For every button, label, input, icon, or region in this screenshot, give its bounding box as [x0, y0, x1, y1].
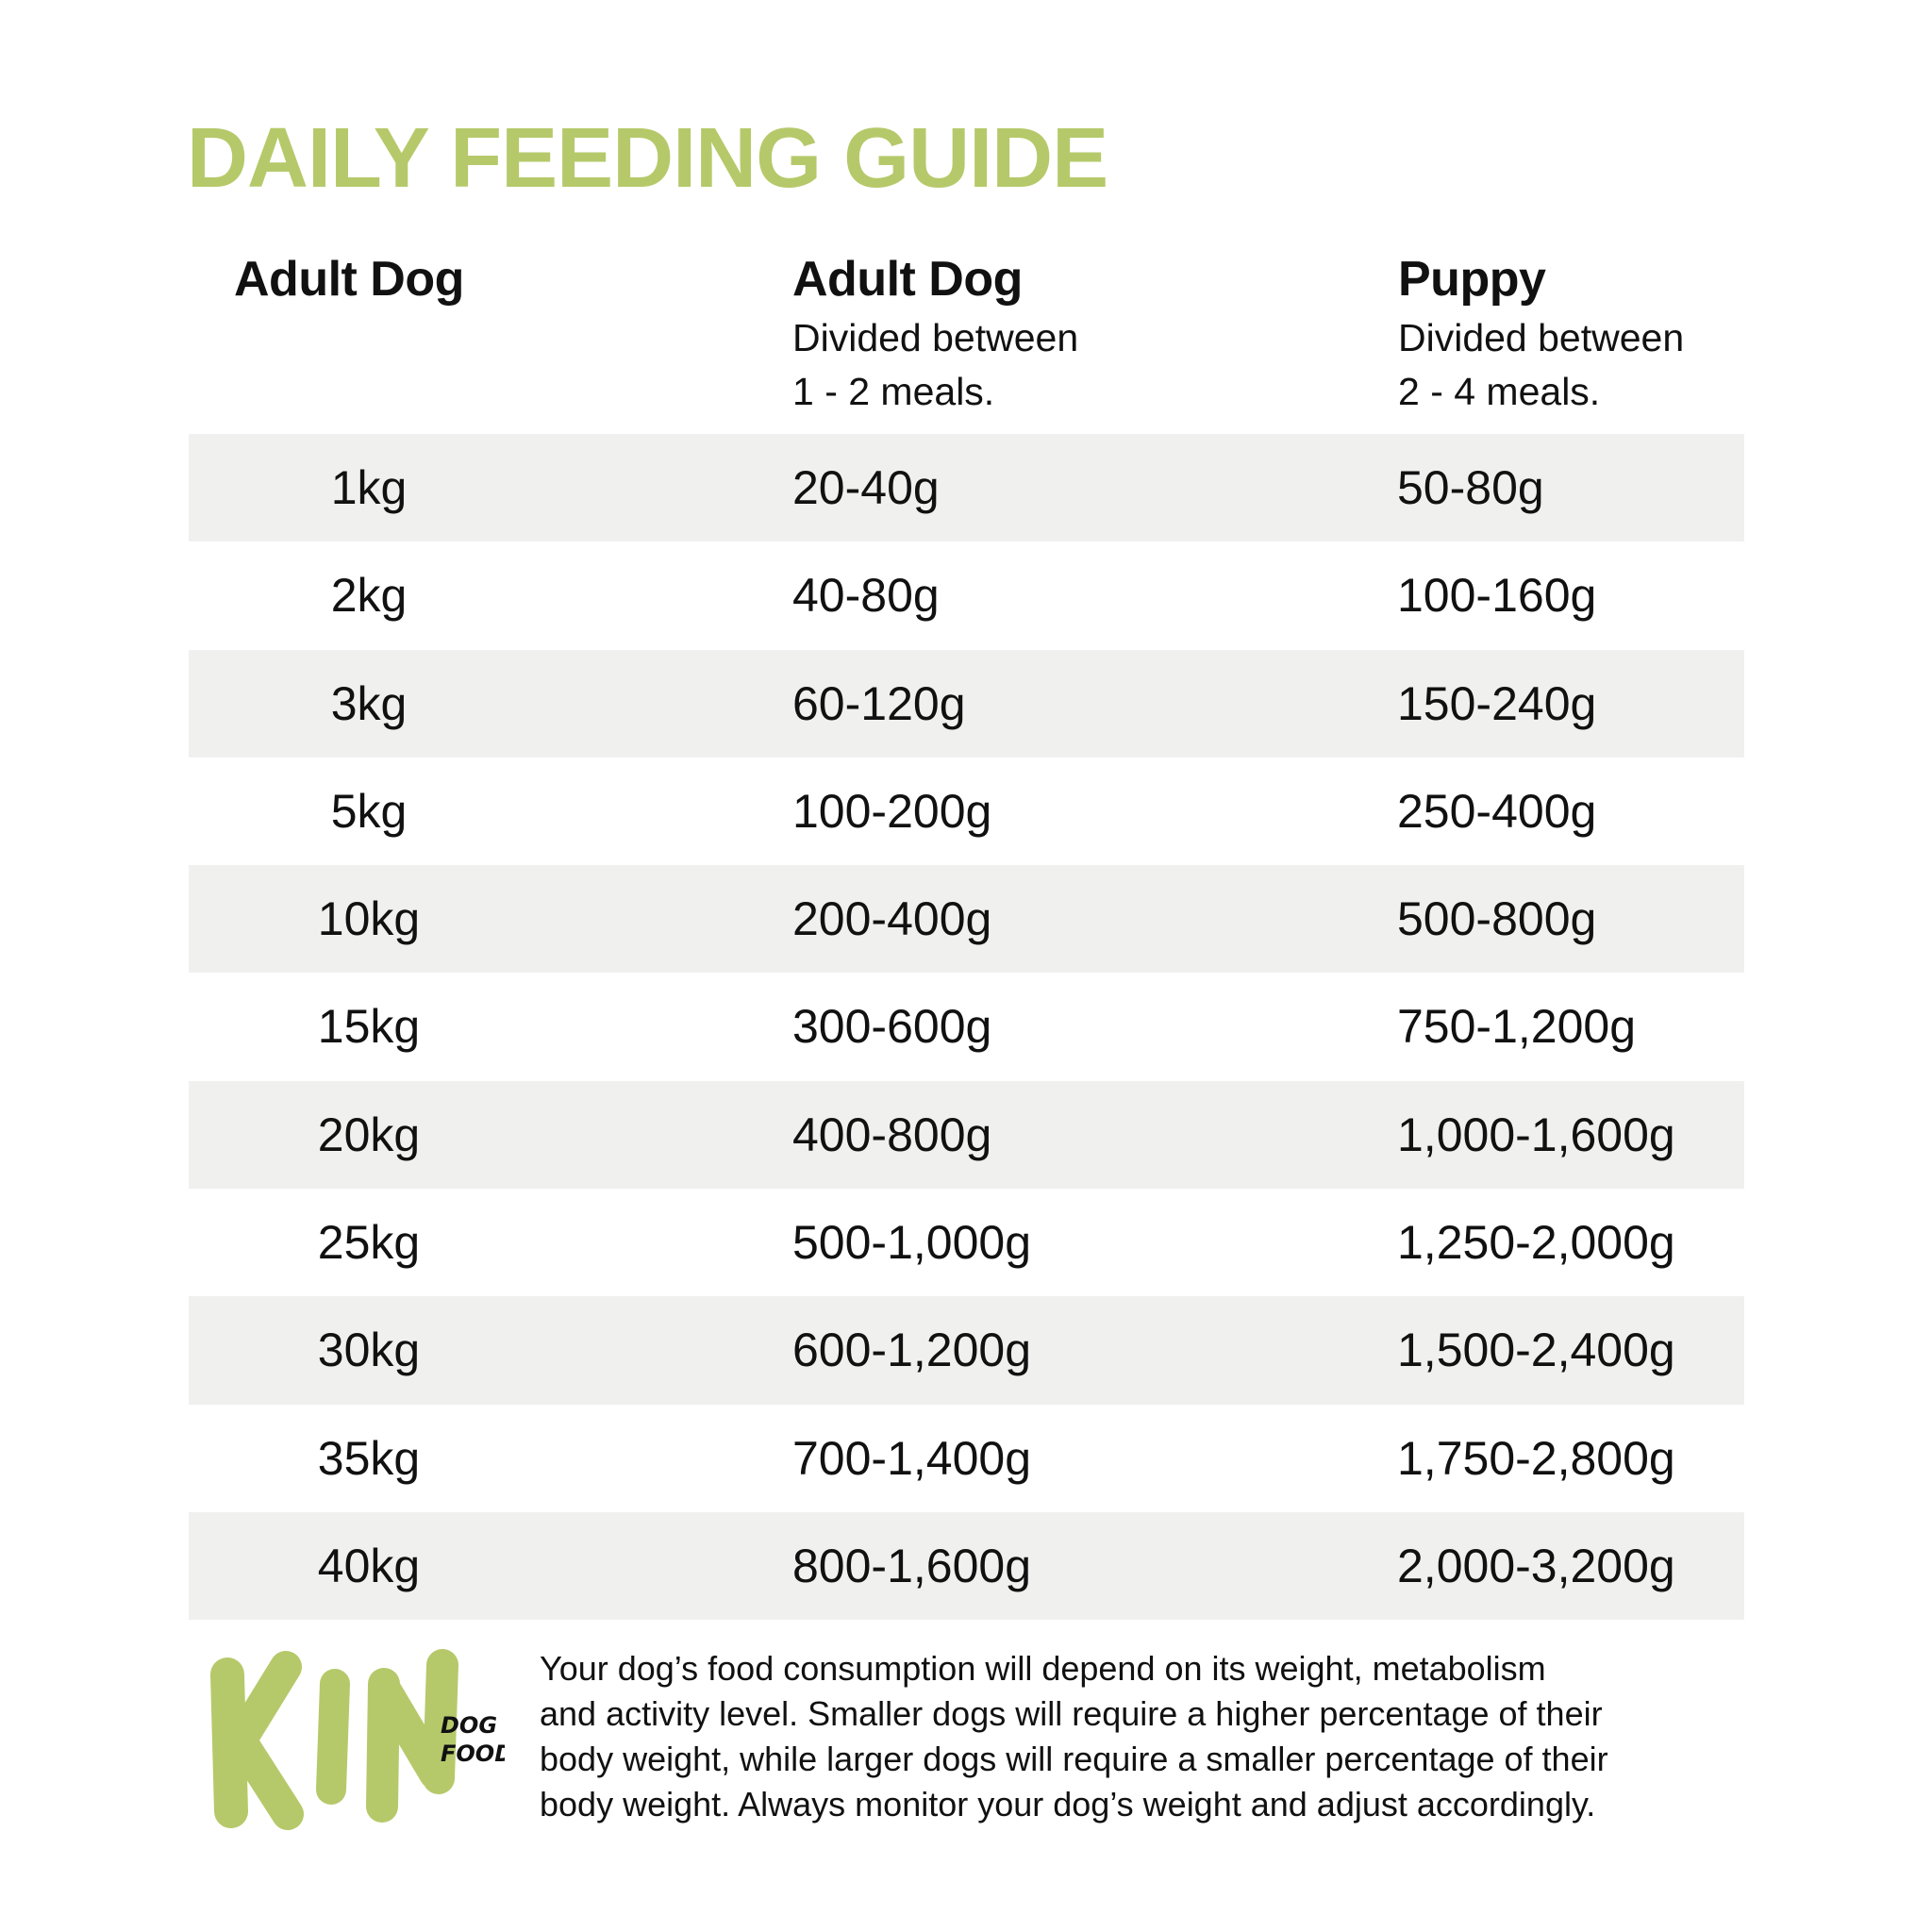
note-line: Your dog’s food consumption will depend … [540, 1649, 1546, 1688]
table-row: 5kg 100-200g 250-400g [189, 758, 1744, 865]
logo-tagline-dog: DOG [441, 1712, 497, 1739]
table-row: 2kg 40-80g 100-160g [189, 541, 1744, 649]
puppy-amount-cell: 150-240g [1397, 676, 1597, 730]
table-row: 25kg 500-1,000g 1,250-2,000g [189, 1189, 1744, 1296]
weight-cell: 10kg [317, 892, 421, 946]
adult-amount-cell: 400-800g [792, 1108, 992, 1161]
weight-cell: 1kg [330, 461, 408, 514]
weight-cell: 5kg [330, 784, 408, 838]
feeding-note: Your dog’s food consumption will depend … [540, 1646, 1766, 1827]
table-row: 35kg 700-1,400g 1,750-2,800g [189, 1405, 1744, 1512]
table-row: 15kg 300-600g 750-1,200g [189, 973, 1744, 1080]
subtitle-line: Divided between [792, 316, 1079, 359]
subtitle-line: Divided between [1398, 316, 1685, 359]
weight-cell: 40kg [317, 1539, 421, 1592]
puppy-amount-cell: 2,000-3,200g [1397, 1539, 1675, 1592]
kin-logo: DOG FOOD [210, 1649, 505, 1830]
note-line: and activity level. Smaller dogs will re… [540, 1694, 1603, 1733]
subtitle-line: 2 - 4 meals. [1398, 370, 1601, 413]
adult-amount-cell: 100-200g [792, 784, 992, 838]
adult-amount-cell: 200-400g [792, 892, 992, 946]
weight-cell: 3kg [330, 676, 408, 730]
header-subtitle: Divided between 1 - 2 meals. [792, 311, 1078, 419]
adult-amount-cell: 600-1,200g [792, 1324, 1032, 1377]
header-title: Puppy [1398, 252, 1546, 307]
weight-cell: 25kg [317, 1216, 421, 1270]
table-row: 20kg 400-800g 1,000-1,600g [189, 1080, 1744, 1190]
header-adult: Adult Dog Divided between 1 - 2 meals. [792, 251, 1078, 419]
adult-amount-cell: 300-600g [792, 1000, 992, 1054]
header-puppy: Puppy Divided between 2 - 4 meals. [1398, 251, 1684, 419]
table-row: 40kg 800-1,600g 2,000-3,200g [189, 1511, 1744, 1621]
puppy-amount-cell: 1,750-2,800g [1397, 1431, 1675, 1485]
weight-cell: 2kg [330, 569, 408, 623]
weight-cell: 15kg [317, 1000, 421, 1054]
puppy-amount-cell: 1,500-2,400g [1397, 1324, 1675, 1377]
table-row: 3kg 60-120g 150-240g [189, 649, 1744, 758]
adult-amount-cell: 700-1,400g [792, 1431, 1032, 1485]
logo-tagline-food: FOOD [441, 1740, 505, 1767]
puppy-amount-cell: 100-160g [1397, 569, 1597, 623]
table-row: 10kg 200-400g 500-800g [189, 865, 1744, 974]
weight-cell: 30kg [317, 1324, 421, 1377]
feeding-table: 1kg 20-40g 50-80g 2kg 40-80g 100-160g 3kg 60-12… [189, 434, 1744, 1621]
header-subtitle: Divided between 2 - 4 meals. [1398, 311, 1684, 419]
puppy-amount-cell: 1,250-2,000g [1397, 1216, 1675, 1270]
note-line: body weight, while larger dogs will requ… [540, 1740, 1608, 1778]
header-weight: Adult Dog [234, 251, 464, 308]
adult-amount-cell: 800-1,600g [792, 1539, 1032, 1592]
puppy-amount-cell: 500-800g [1397, 892, 1597, 946]
puppy-amount-cell: 750-1,200g [1397, 1000, 1637, 1054]
weight-cell: 20kg [317, 1108, 421, 1161]
puppy-amount-cell: 50-80g [1397, 461, 1544, 514]
page-title: DAILY FEEDING GUIDE [187, 111, 1108, 206]
adult-amount-cell: 60-120g [792, 676, 966, 730]
header-title: Adult Dog [234, 252, 464, 307]
header-title: Adult Dog [792, 252, 1023, 307]
subtitle-line: 1 - 2 meals. [792, 370, 995, 413]
table-row: 30kg 600-1,200g 1,500-2,400g [189, 1296, 1744, 1405]
adult-amount-cell: 500-1,000g [792, 1216, 1032, 1270]
puppy-amount-cell: 1,000-1,600g [1397, 1108, 1675, 1161]
weight-cell: 35kg [317, 1431, 421, 1485]
note-line: body weight. Always monitor your dog’s w… [540, 1785, 1596, 1824]
adult-amount-cell: 40-80g [792, 569, 940, 623]
table-row: 1kg 20-40g 50-80g [189, 434, 1744, 542]
adult-amount-cell: 20-40g [792, 461, 940, 514]
puppy-amount-cell: 250-400g [1397, 784, 1597, 838]
